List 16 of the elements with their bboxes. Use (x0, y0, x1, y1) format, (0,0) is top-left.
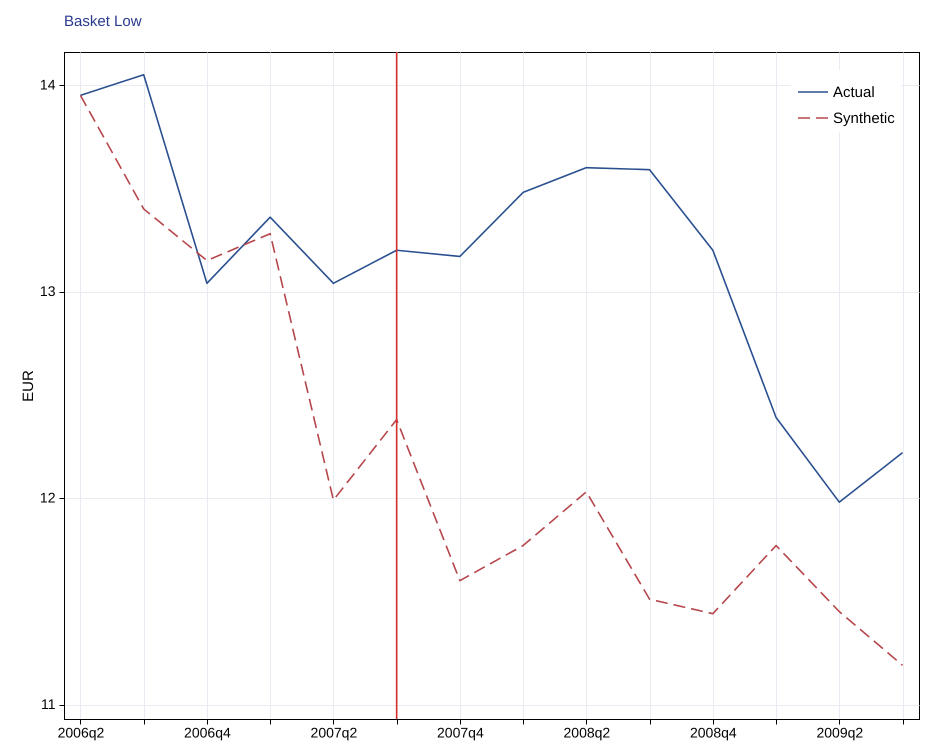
x-tick-label: 2008q2 (564, 724, 610, 740)
y-tick-label: 11 (40, 696, 56, 712)
x-tick-label: 2007q2 (310, 724, 358, 740)
legend-label: Actual (833, 84, 875, 101)
x-tick-label: 2009q2 (816, 724, 864, 740)
x-tick-label: 2007q4 (437, 724, 484, 740)
y-axis-title: EUR (20, 370, 37, 402)
line-series (80, 74, 904, 503)
chart-title: Basket Low (64, 13, 142, 30)
x-tick-label: 2006q4 (184, 724, 231, 740)
x-tick-label: 2006q2 (58, 724, 105, 740)
y-tick-label: 12 (40, 490, 56, 506)
x-tick-label: 2008q4 (690, 724, 737, 740)
y-tick-label: 14 (40, 76, 56, 93)
legend-label: Synthetic (833, 110, 896, 127)
y-tick-label: 13 (40, 283, 56, 300)
